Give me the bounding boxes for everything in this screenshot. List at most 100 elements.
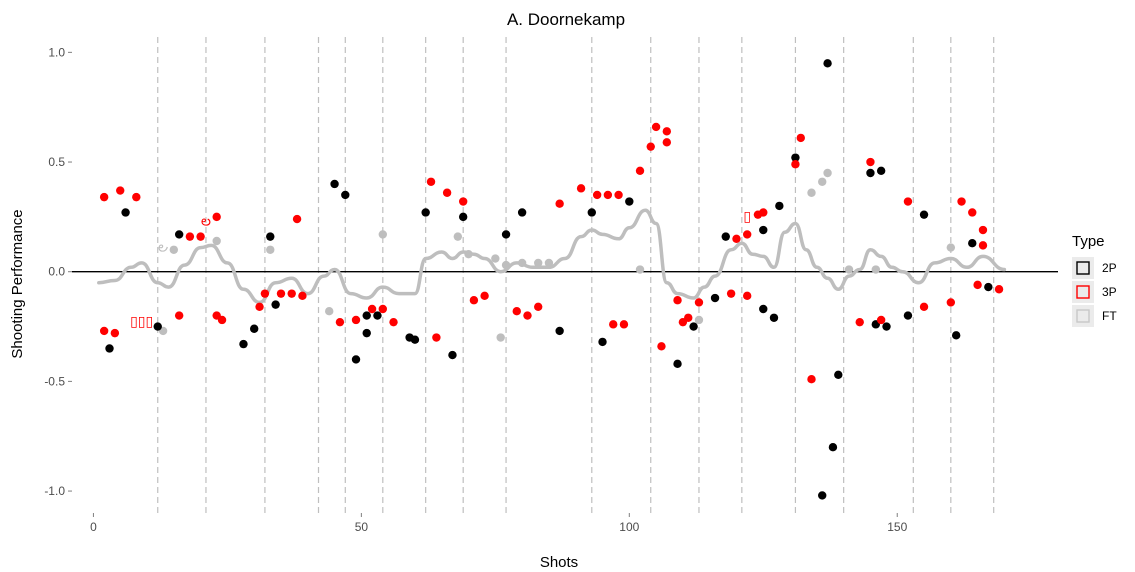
point-2p bbox=[362, 311, 371, 320]
point-3p bbox=[255, 302, 264, 312]
legend: Type 2P 3P FT bbox=[1072, 233, 1117, 327]
legend-key-bg bbox=[1072, 257, 1094, 279]
point-2p bbox=[673, 359, 682, 369]
point-3p bbox=[646, 142, 655, 151]
point-3p bbox=[110, 328, 120, 338]
point-ft bbox=[544, 258, 554, 268]
point-2p bbox=[775, 201, 784, 211]
annotation-glyph: ▯▯▯ bbox=[130, 314, 153, 330]
point-2p bbox=[598, 337, 607, 347]
point-2p bbox=[330, 179, 339, 189]
point-3p bbox=[523, 311, 532, 320]
point-2p bbox=[759, 225, 768, 235]
point-ft bbox=[325, 306, 334, 316]
point-ft bbox=[266, 245, 275, 254]
point-3p bbox=[657, 342, 666, 351]
point-3p bbox=[367, 304, 377, 314]
point-2p bbox=[866, 168, 875, 178]
point-3p bbox=[791, 160, 800, 169]
point-3p bbox=[534, 302, 543, 312]
point-2p bbox=[421, 208, 430, 217]
point-2p bbox=[823, 59, 832, 68]
x-axis-title: Shots bbox=[540, 554, 578, 571]
annotation-glyph: ౿ bbox=[158, 240, 169, 256]
y-tick-label: 0.5 bbox=[48, 155, 65, 169]
point-3p bbox=[662, 127, 672, 136]
point-ft bbox=[635, 265, 645, 274]
point-2p bbox=[951, 331, 961, 340]
point-3p bbox=[469, 296, 479, 305]
point-2p bbox=[919, 210, 929, 219]
point-2p bbox=[121, 208, 130, 217]
point-2p bbox=[968, 238, 977, 248]
point-3p bbox=[442, 188, 452, 197]
point-2p bbox=[373, 311, 382, 320]
point-2p bbox=[818, 491, 827, 500]
point-3p bbox=[673, 296, 682, 305]
point-3p bbox=[432, 333, 441, 342]
point-3p bbox=[174, 311, 184, 320]
point-3p bbox=[351, 315, 361, 325]
legend-key-3p bbox=[1076, 285, 1090, 299]
point-2p bbox=[458, 212, 468, 222]
point-2p bbox=[903, 311, 913, 320]
point-3p bbox=[287, 289, 296, 298]
legend-key-bg bbox=[1072, 281, 1094, 303]
y-tick-label: 1.0 bbox=[48, 45, 65, 59]
point-ft bbox=[946, 243, 956, 252]
point-3p bbox=[973, 280, 982, 290]
point-3p bbox=[426, 177, 436, 186]
point-2p bbox=[791, 153, 800, 162]
point-2p bbox=[341, 190, 350, 200]
point-3p bbox=[576, 184, 586, 193]
point-2p bbox=[721, 232, 730, 241]
point-3p bbox=[619, 320, 629, 329]
point-3p bbox=[694, 298, 704, 307]
plot-area: ల౿▯▯▯▯0 50 100 150-1.0-0.50.00.51.0 bbox=[44, 37, 1058, 534]
point-2p bbox=[448, 350, 457, 360]
legend-label: 3P bbox=[1102, 285, 1117, 299]
point-ft bbox=[517, 258, 527, 268]
point-3p bbox=[609, 320, 618, 329]
point-2p bbox=[587, 208, 596, 217]
point-3p bbox=[684, 313, 693, 322]
point-3p bbox=[212, 212, 221, 222]
point-3p bbox=[217, 315, 227, 325]
point-ft bbox=[491, 254, 500, 263]
legend-label: 2P bbox=[1102, 261, 1117, 275]
point-3p bbox=[866, 157, 875, 167]
point-3p bbox=[378, 304, 388, 314]
point-2p bbox=[555, 326, 564, 336]
point-2p bbox=[153, 322, 162, 331]
point-ft bbox=[496, 333, 505, 342]
point-3p bbox=[742, 230, 752, 239]
point-3p bbox=[99, 326, 109, 336]
point-3p bbox=[662, 138, 672, 147]
y-axis-title: Shooting Performance bbox=[9, 209, 26, 358]
point-ft bbox=[818, 177, 827, 186]
point-3p bbox=[978, 241, 988, 250]
point-2p bbox=[828, 442, 838, 452]
point-ft bbox=[169, 245, 179, 254]
point-ft bbox=[464, 249, 473, 259]
point-3p bbox=[876, 315, 886, 325]
point-3p bbox=[335, 317, 345, 327]
legend-title: Type bbox=[1072, 233, 1105, 250]
point-ft bbox=[844, 265, 854, 274]
point-3p bbox=[185, 232, 195, 241]
point-3p bbox=[603, 190, 613, 200]
point-3p bbox=[994, 285, 1004, 294]
point-3p bbox=[614, 190, 623, 200]
point-3p bbox=[116, 186, 125, 195]
annotation-glyph: ల bbox=[201, 213, 211, 229]
point-2p bbox=[351, 355, 361, 364]
trend-line bbox=[97, 208, 1007, 305]
point-2p bbox=[517, 208, 527, 217]
point-3p bbox=[298, 291, 307, 301]
point-3p bbox=[957, 197, 966, 206]
point-ft bbox=[823, 168, 832, 178]
point-3p bbox=[635, 166, 645, 176]
point-2p bbox=[239, 339, 248, 349]
point-2p bbox=[249, 324, 259, 333]
